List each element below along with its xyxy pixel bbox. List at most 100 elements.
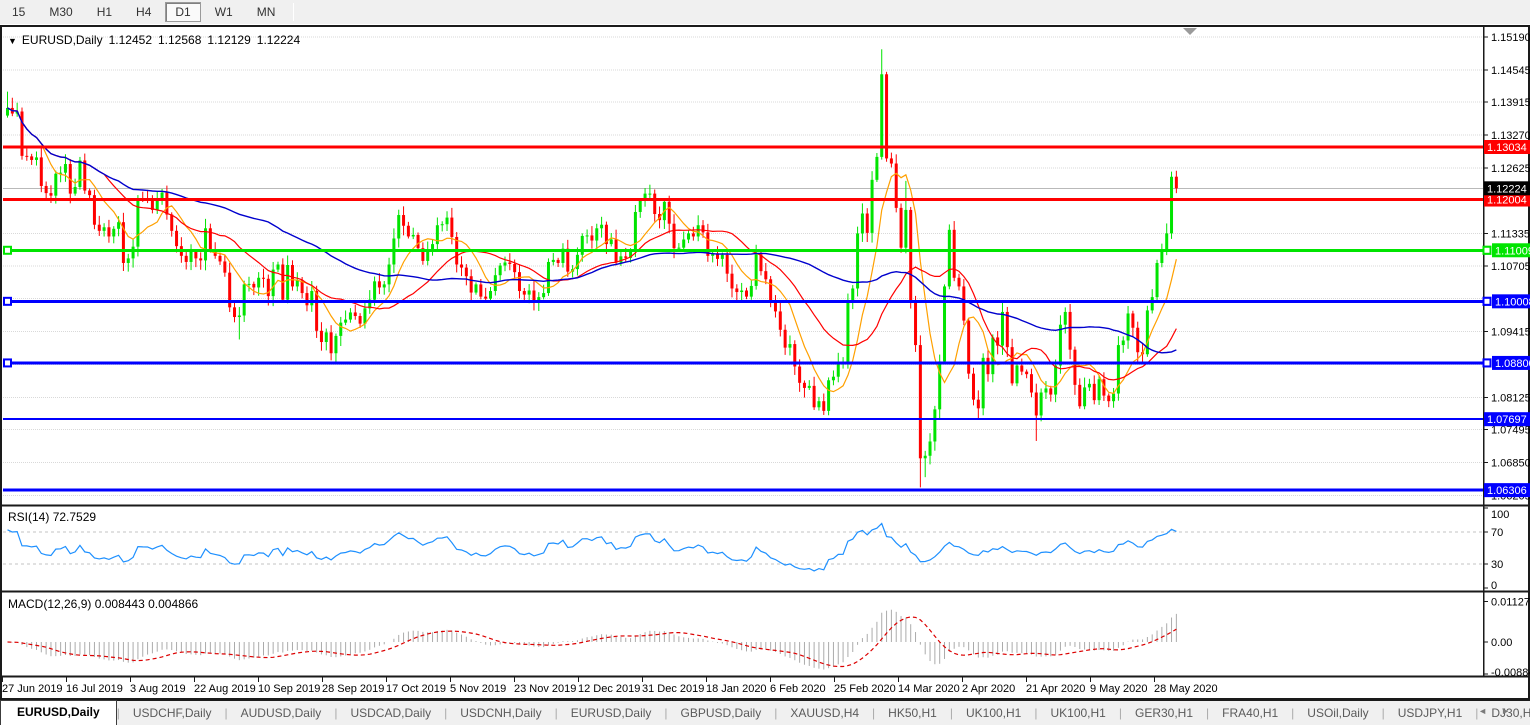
timeframe-toolbar: 15 M30 H1 H4 D1 W1 MN [0, 0, 1530, 24]
date-tick-label: 28 May 2020 [1154, 683, 1218, 695]
price-line-label: 1.12224 [1487, 183, 1527, 195]
tab-separator: | [334, 706, 338, 720]
chart-tab-USOil-Daily[interactable]: USOil,Daily [1307, 706, 1369, 720]
timeframe-button-H4[interactable]: H4 [136, 5, 152, 19]
price-chart: 1.15190 1.14545 1.13915 1.13270 1.12625 1.113… [0, 24, 1530, 700]
date-tick-label: 31 Dec 2019 [642, 683, 704, 695]
price-tick-label: 1.12625 [1491, 163, 1530, 175]
tab-scroll-arrows[interactable]: ◄► [1478, 706, 1524, 716]
tab-separator: | [444, 706, 448, 720]
ohlc-close: 1.12224 [256, 33, 301, 47]
chart-tab-UK100-H1[interactable]: UK100,H1 [1050, 706, 1106, 720]
timeframe-button-15[interactable]: 15 [12, 5, 26, 19]
chart-tab-USDCAD-Daily[interactable]: USDCAD,Daily [350, 706, 432, 720]
price-tick-label: 1.13915 [1491, 97, 1530, 109]
macd-histogram [11, 609, 1177, 670]
date-tick-label: 16 Jul 2019 [66, 683, 123, 695]
price-tick-label: 1.09415 [1491, 327, 1530, 339]
chart-tab-UK100-H1[interactable]: UK100,H1 [965, 706, 1022, 720]
date-axis: 27 Jun 2019 16 Jul 2019 3 Aug 2019 22 Aug 2… [2, 677, 1218, 695]
rsi-axis-label: 100 [1491, 509, 1509, 521]
tab-separator: | [554, 706, 558, 720]
price-tick-label: 1.13270 [1491, 130, 1530, 142]
price-axis: 1.15190 1.14545 1.13915 1.13270 1.12625 1.113… [1482, 32, 1530, 502]
line-handle[interactable] [3, 296, 12, 306]
date-tick-label: 5 Nov 2019 [450, 683, 506, 695]
chart-tab-GER30-H1[interactable]: GER30,H1 [1134, 706, 1194, 720]
chart-tab-AUDUSD-Daily[interactable]: AUDUSD,Daily [240, 706, 322, 720]
price-line-label: 1.13034 [1487, 142, 1527, 154]
right-shift-marker[interactable] [1183, 28, 1197, 35]
moving-average-8 [7, 107, 1177, 395]
date-tick-label: 21 Apr 2020 [1026, 683, 1085, 695]
macd-axis-label: -0.008845 [1491, 667, 1530, 679]
price-tick-label: 1.06850 [1491, 457, 1530, 469]
chart-tab-USDCNH-Daily[interactable]: USDCNH,Daily [460, 706, 542, 720]
rsi-indicator-title: RSI(14) 72.7529 [8, 510, 96, 524]
tab-separator: | [1291, 706, 1295, 720]
price-tick-label: 1.08125 [1491, 392, 1530, 404]
tab-separator: | [1475, 706, 1479, 720]
timeframe-button-W1[interactable]: W1 [214, 5, 233, 19]
chart-tab-USDJPY-H1[interactable]: USDJPY,H1 [1397, 706, 1463, 720]
tab-separator: | [664, 706, 668, 720]
tab-scroll-right-icon[interactable]: ► [1501, 706, 1524, 716]
price-line-label: 1.12004 [1487, 195, 1527, 207]
rsi-axis-label: 0 [1491, 580, 1497, 592]
date-tick-label: 3 Aug 2019 [130, 683, 186, 695]
date-tick-label: 9 May 2020 [1090, 683, 1147, 695]
date-tick-label: 28 Sep 2019 [322, 683, 384, 695]
timeframe-button-H1[interactable]: H1 [96, 5, 113, 19]
rsi-label: RSI(14) [8, 510, 50, 524]
ohlc-high: 1.12568 [158, 33, 202, 47]
tab-separator: | [774, 706, 778, 720]
chart-tab-USDCHF-Daily[interactable]: USDCHF,Daily [132, 706, 212, 720]
date-tick-label: 6 Feb 2020 [770, 683, 826, 695]
macd-axis-label: 0.011277 [1491, 596, 1530, 608]
tab-scroll-left-icon[interactable]: ◄ [1478, 706, 1502, 716]
price-tick-label: 1.07495 [1491, 424, 1530, 436]
line-handle[interactable] [3, 358, 12, 368]
tab-separator: | [1381, 706, 1385, 720]
chart-tab-DJ30-H1[interactable]: DJ30,H1 [1491, 706, 1530, 720]
tab-separator: | [116, 706, 120, 720]
candlesticks [6, 49, 1178, 488]
macd-label: MACD(12,26,9) [8, 597, 92, 611]
chart-tab-HK50-H1[interactable]: HK50,H1 [888, 706, 937, 720]
price-line-label: 1.08800 [1495, 358, 1530, 370]
moving-average-55 [7, 107, 1177, 354]
macd-indicator-title: MACD(12,26,9) 0.008443 0.004866 [8, 597, 198, 611]
chart-tab-GBPUSD-Daily[interactable]: GBPUSD,Daily [680, 706, 762, 720]
line-handle[interactable] [3, 245, 12, 255]
date-tick-label: 14 Mar 2020 [898, 683, 960, 695]
rsi-value: 72.7529 [52, 510, 97, 524]
rsi-axis-label: 70 [1491, 527, 1503, 539]
tab-separator: | [1118, 706, 1122, 720]
chart-tab-EURUSD-Daily[interactable]: EURUSD,Daily [0, 700, 117, 725]
chart-window: 1.15190 1.14545 1.13915 1.13270 1.12625 1.113… [0, 24, 1530, 700]
chart-tab-bar: EURUSD,Daily | USDCHF,Daily | AUDUSD,Daily | U… [0, 700, 1530, 725]
chart-tab-FRA40-H1[interactable]: FRA40,H1 [1222, 706, 1279, 720]
price-tick-label: 1.15190 [1491, 32, 1530, 44]
ohlc-open: 1.12452 [108, 33, 152, 47]
price-line-label: 1.07697 [1487, 414, 1527, 426]
price-line-label: 1.06306 [1487, 485, 1527, 497]
price-grid [3, 36, 1483, 496]
chart-tab-XAUUSD-H4[interactable]: XAUUSD,H4 [790, 706, 860, 720]
price-tick-label: 1.10705 [1491, 261, 1530, 273]
indicator-axes: 100 70 30 0 0.011277 0.00 -0.008845 [1483, 507, 1530, 679]
price-tick-label: 1.14545 [1491, 65, 1530, 77]
timeframe-button-M30[interactable]: M30 [49, 5, 73, 19]
tab-separator: | [872, 706, 876, 720]
toolbar-separator [293, 3, 295, 21]
timeframe-button-MN[interactable]: MN [256, 5, 276, 19]
chart-tab-EURUSD-Daily[interactable]: EURUSD,Daily [570, 706, 652, 720]
chart-symbol-label: EURUSD,Daily [21, 33, 103, 47]
tab-separator: | [1206, 706, 1210, 720]
date-tick-label: 25 Feb 2020 [834, 683, 896, 695]
timeframe-button-D1[interactable]: D1 [165, 2, 201, 22]
macd-axis-label: 0.00 [1491, 637, 1512, 649]
macd-main-value: 0.008443 [94, 597, 145, 611]
chart-dropdown-icon[interactable]: ▼ [8, 36, 17, 46]
date-tick-label: 22 Aug 2019 [194, 683, 256, 695]
